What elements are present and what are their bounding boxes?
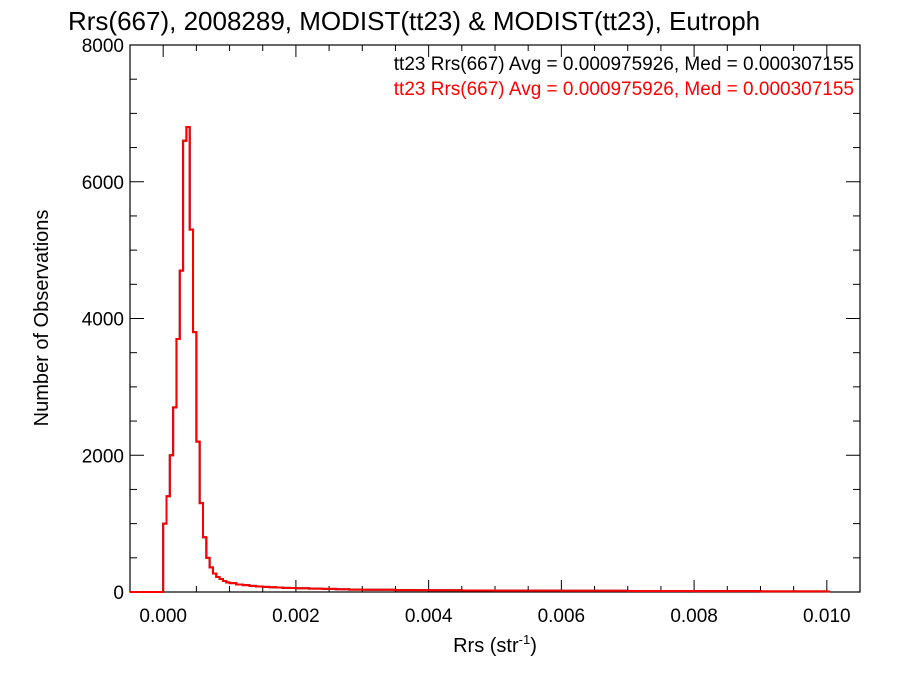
series-line-1 [130, 126, 831, 593]
plot-frame [129, 44, 861, 593]
legend-entry-black: tt23 Rrs(667) Avg = 0.000975926, Med = 0… [394, 54, 854, 75]
y-axis: 0 2000 4000 6000 8000 [82, 36, 860, 604]
x-tick-label: 0.006 [538, 606, 586, 627]
y-tick-label: 6000 [82, 173, 124, 194]
legend-entry-red: tt23 Rrs(667) Avg = 0.000975926, Med = 0… [394, 79, 854, 100]
x-axis-title-main: Rrs (str [453, 635, 519, 657]
x-tick-label: 0.010 [803, 606, 851, 627]
x-axis-title-superscript: -1 [519, 632, 531, 647]
y-tick-label: 2000 [82, 446, 124, 467]
y-tick-label: 8000 [82, 36, 124, 57]
y-tick-label: 0 [113, 583, 124, 604]
series-layer [130, 126, 831, 593]
x-axis-title-suffix: ) [530, 635, 537, 657]
y-tick-label: 4000 [82, 310, 124, 331]
y-axis-title: Number of Observations [31, 210, 53, 427]
chart-title: Rrs(667), 2008289, MODIST(tt23) & MODIST… [68, 6, 760, 36]
x-axis-title: Rrs (str-1) [453, 632, 537, 657]
x-tick-label: 0.000 [139, 606, 187, 627]
series-line-0 [130, 126, 831, 593]
x-tick-label: 0.008 [670, 606, 718, 627]
x-axis: 0.000 0.002 0.004 0.006 0.008 0.010 [139, 45, 851, 627]
x-tick-label: 0.002 [272, 606, 320, 627]
x-tick-label: 0.004 [405, 606, 453, 627]
